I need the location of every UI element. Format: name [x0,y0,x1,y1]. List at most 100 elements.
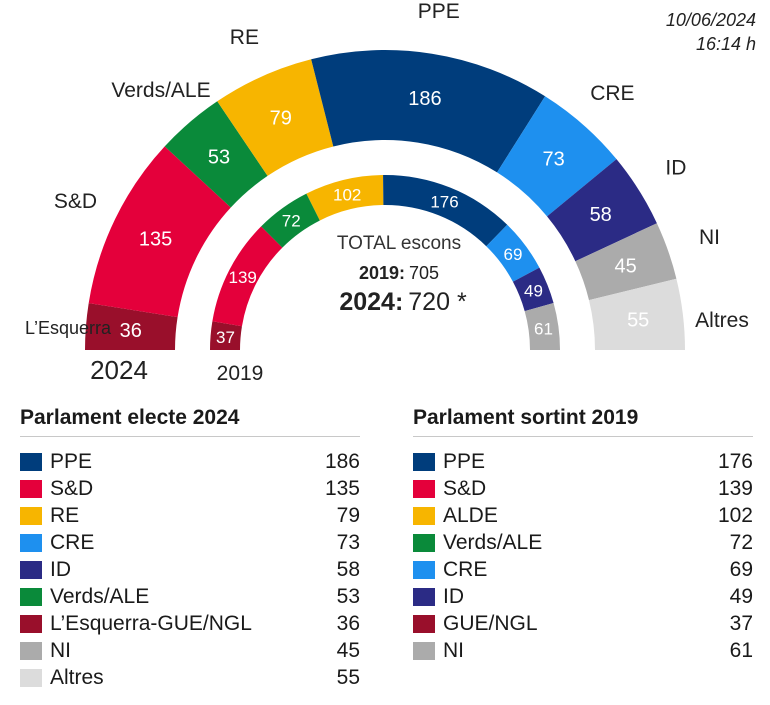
party-label-re: RE [230,26,259,49]
table-row: Verds/ALE 53 [20,583,360,610]
legend-swatch [20,506,42,525]
seat-count: 102 [717,503,753,527]
table-2019: Parlament sortint 2019 PPE 176 S&D 139 ALDE 1… [413,406,753,664]
segment-2024-s-d [88,146,231,318]
table-row: S&D 135 [20,475,360,502]
party-name: Altres [50,665,104,689]
table-2024-title: Parlament electe 2024 [20,406,360,437]
party-name: ID [50,557,71,581]
segment-value-2019-id: 49 [524,282,543,301]
seat-count: 37 [729,611,753,635]
segment-2019-cre [486,224,540,282]
table-row: RE 79 [20,502,360,529]
table-row: Verds/ALE 72 [413,529,753,556]
segment-value-2019-s-d: 139 [229,268,257,287]
seat-count: 45 [336,638,360,662]
party-name: NI [50,638,71,662]
legend-swatch [20,587,42,606]
segment-2019-ni [524,303,560,350]
table-row: ID 49 [413,583,753,610]
party-label-s-d: S&D [54,190,97,213]
party-name: PPE [443,449,486,473]
segment-value-2019-verds-ale: 72 [282,211,301,230]
legend-swatch [413,614,435,633]
seat-count: 69 [729,557,753,581]
segment-value-2024-ni: 45 [614,255,636,277]
table-row: ALDE 102 [413,502,753,529]
segment-value-2024-id: 58 [590,204,612,226]
party-name: ID [443,584,464,608]
legend-swatch [413,452,435,471]
table-row: GUE/NGL 37 [413,610,753,637]
segment-2019-verds-ale [261,193,320,248]
segment-value-2024-re: 79 [270,107,292,129]
segment-2019-s-d [212,226,283,327]
segment-2024-re [217,59,334,176]
seat-count: 186 [324,449,360,473]
table-row: NI 61 [413,637,753,664]
table-row: L’Esquerra-GUE/NGL 36 [20,610,360,637]
seat-count: 36 [336,611,360,635]
party-name: Verds/ALE [50,584,150,608]
legend-swatch [413,587,435,606]
party-name: Verds/ALE [443,530,543,554]
table-2024: Parlament electe 2024 PPE 186 S&D 135 RE 79 CR… [20,406,360,691]
legend-swatch [413,506,435,525]
party-name: S&D [443,476,487,500]
party-label-ni: NI [699,226,720,249]
table-row: Altres 55 [20,664,360,691]
total-2019-label: 2019: [359,263,405,283]
table-2019-title: Parlament sortint 2019 [413,406,753,437]
timestamp-date: 10/06/2024 [665,10,756,30]
party-label-verds-ale: Verds/ALE [111,79,210,102]
segment-2024-cre [497,96,617,217]
segment-2019-id [512,267,554,312]
segment-value-2024-ppe: 186 [408,88,441,110]
table-row: PPE 176 [413,448,753,475]
party-label-altres: Altres [695,309,749,332]
legend-swatch [413,560,435,579]
seat-count: 55 [336,665,360,689]
seat-count: 79 [336,503,360,527]
party-label-id: ID [665,156,686,179]
total-title: TOTAL escons [337,233,461,254]
legend-swatch [20,668,42,687]
segment-2024-l-esquerra [85,303,178,350]
segment-value-2024-l-esquerra: 36 [120,320,142,342]
seat-count: 135 [324,476,360,500]
legend-swatch [20,614,42,633]
party-name: NI [443,638,464,662]
seat-count: 49 [729,584,753,608]
segment-value-2019-cre: 69 [504,245,523,264]
legend-swatch [413,533,435,552]
segment-2019-gue-ngl [210,321,242,350]
total-2019: 2019: 705 [359,263,439,283]
table-row: PPE 186 [20,448,360,475]
segment-2024-ppe [311,49,546,173]
seat-count: 53 [336,584,360,608]
party-name: GUE/NGL [443,611,538,635]
segment-2019-alde [306,175,384,221]
segment-2019-ppe [383,175,508,247]
party-name: CRE [50,530,95,554]
legend-swatch [413,641,435,660]
legend-swatch [20,452,42,471]
timestamp-time: 16:14 h [695,34,756,54]
table-row: NI 45 [20,637,360,664]
legend-swatch [20,560,42,579]
timestamp: 10/06/2024 16:14 h [666,8,756,56]
party-label-ppe: PPE [418,0,460,23]
total-2024-value: 720 * [408,288,467,316]
segment-value-2019-gue-ngl: 37 [216,328,235,347]
segment-2024-id [547,159,657,262]
segment-value-2019-alde: 102 [333,186,361,205]
party-name: PPE [50,449,93,473]
party-name: L’Esquerra-GUE/NGL [50,611,252,635]
seat-count: 72 [729,530,753,554]
total-2024: 2024: 720 * [339,288,467,316]
segment-value-2019-ni: 61 [534,319,553,338]
seat-count: 73 [336,530,360,554]
party-name: ALDE [443,503,498,527]
segment-2024-altres [588,278,685,350]
